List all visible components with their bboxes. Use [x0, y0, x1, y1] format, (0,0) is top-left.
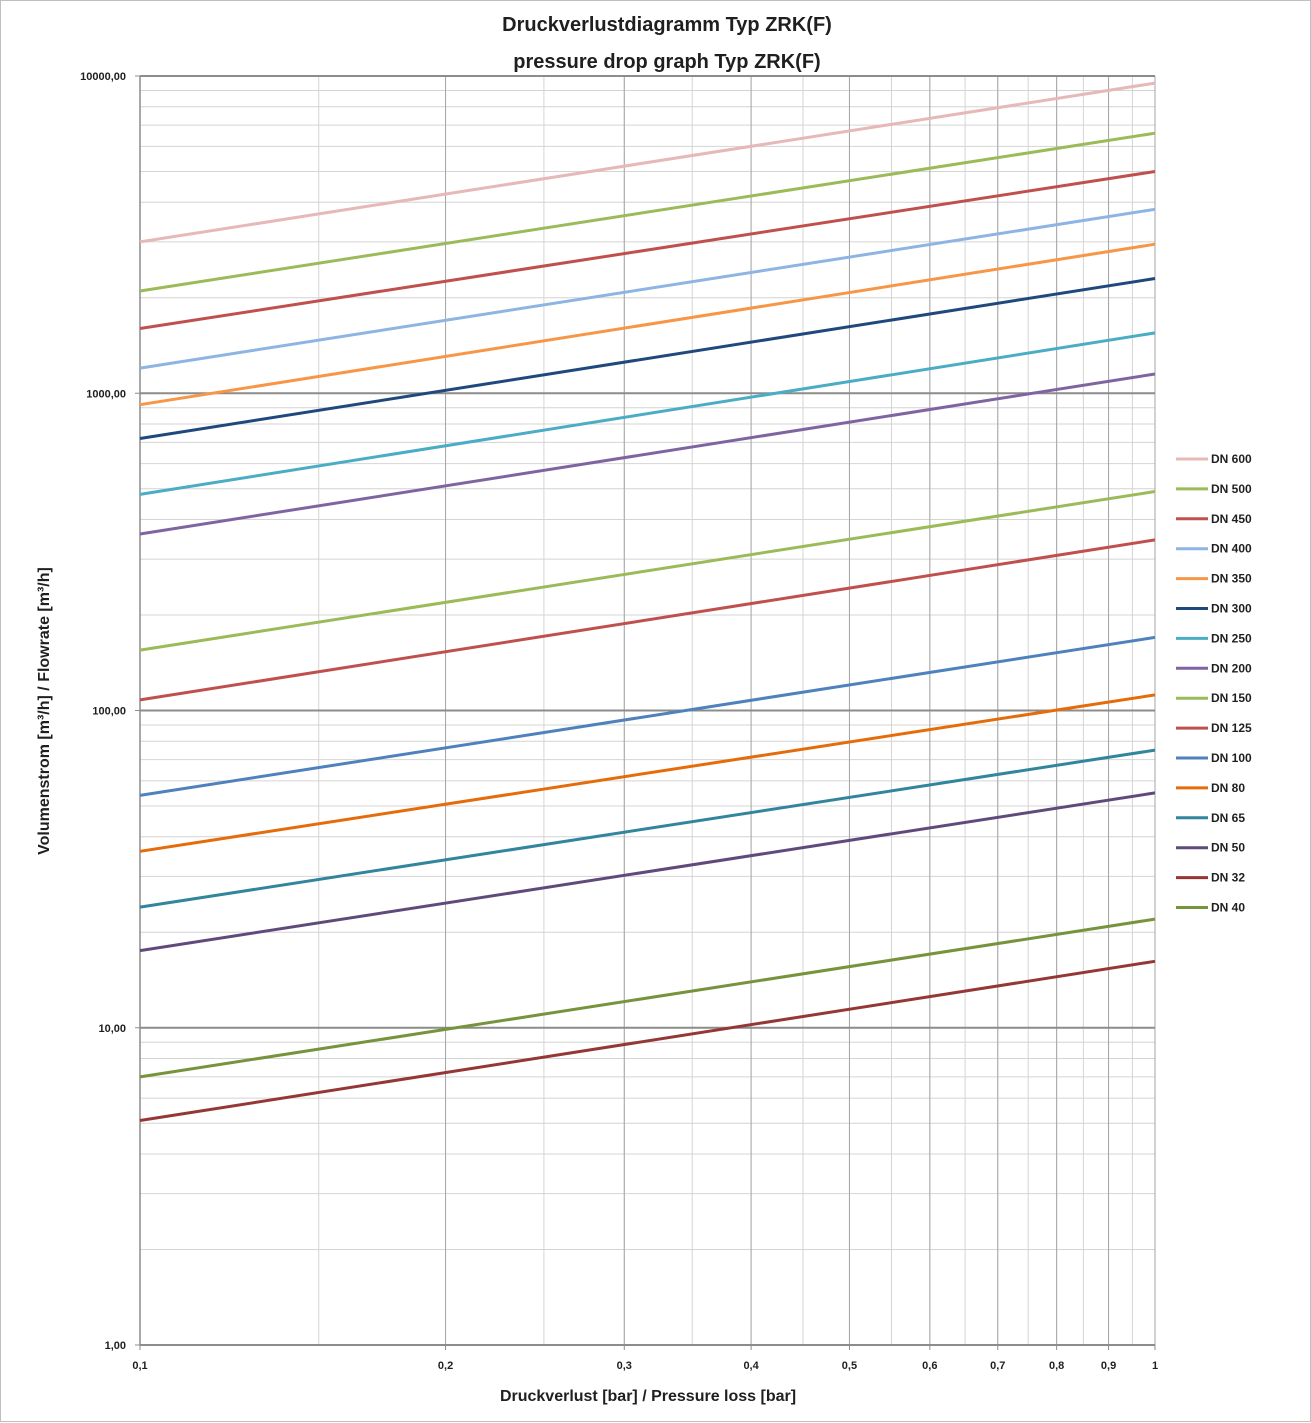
series-line-dn-400	[139, 207, 1156, 370]
series-line-dn-50	[139, 791, 1156, 953]
legend-label-dn-500: DN 500	[1211, 482, 1252, 496]
x-tick-label: 0,3	[617, 1360, 632, 1372]
legend-label-dn-600: DN 600	[1211, 452, 1252, 466]
y-tick-label: 10,00	[98, 1023, 126, 1035]
y-tick-label: 1000,00	[86, 388, 126, 400]
legend-label-dn-200: DN 200	[1211, 661, 1252, 675]
series-line-dn-125	[139, 538, 1156, 702]
series-line-dn-65	[139, 748, 1156, 909]
series-line-dn-32	[139, 959, 1156, 1122]
series-line-dn-40	[139, 917, 1156, 1079]
series-line-dn-200	[139, 372, 1156, 536]
x-axis-title: Druckverlust [bar] / Pressure loss [bar]	[500, 1388, 796, 1405]
legend-label-dn-100: DN 100	[1211, 751, 1252, 765]
legend-label-dn-80: DN 80	[1211, 781, 1245, 795]
legend: DN 600 DN 500 DN 450 DN 400 DN 350 DN 300 DN 2…	[1176, 452, 1252, 915]
legend-label-dn-32: DN 32	[1211, 871, 1245, 885]
y-axis-title: Volumenstrom [m³/h] / Flowrate [m³/h]	[36, 567, 53, 855]
legend-label-dn-50: DN 50	[1211, 841, 1245, 855]
legend-label-dn-300: DN 300	[1211, 602, 1252, 616]
grid	[139, 75, 1156, 1346]
series-line-dn-100	[139, 635, 1156, 797]
y-tick-label: 1,00	[105, 1340, 126, 1352]
y-tick-label: 100,00	[92, 706, 126, 718]
legend-label-dn-125: DN 125	[1211, 721, 1252, 735]
x-tick-label: 0,8	[1049, 1360, 1064, 1372]
chart-subtitle: pressure drop graph Typ ZRK(F)	[513, 51, 820, 73]
series-lines	[139, 81, 1156, 1122]
series-line-dn-500	[139, 131, 1156, 293]
legend-label-dn-250: DN 250	[1211, 631, 1252, 645]
x-axis-ticks: 0,1 0,2 0,3 0,4 0,5 0,6 0,7 0,8 0,9 1	[132, 1345, 1158, 1372]
y-tick-label: 10000,00	[80, 71, 126, 83]
x-tick-label: 0,7	[990, 1360, 1005, 1372]
series-line-dn-80	[139, 693, 1156, 853]
x-tick-label: 0,1	[132, 1360, 147, 1372]
series-line-dn-300	[139, 277, 1156, 440]
x-tick-label: 0,6	[922, 1360, 937, 1372]
legend-label-dn-40: DN 40	[1211, 901, 1245, 915]
legend-label-dn-350: DN 350	[1211, 572, 1252, 586]
legend-label-dn-65: DN 65	[1211, 811, 1245, 825]
x-tick-label: 0,5	[842, 1360, 857, 1372]
legend-label-dn-450: DN 450	[1211, 512, 1252, 526]
legend-label-dn-150: DN 150	[1211, 691, 1252, 705]
series-line-dn-350	[139, 242, 1156, 407]
chart-title: Druckverlustdiagramm Typ ZRK(F)	[502, 14, 832, 36]
x-tick-label: 0,9	[1101, 1360, 1116, 1372]
series-line-dn-150	[139, 490, 1156, 652]
legend-label-dn-400: DN 400	[1211, 542, 1252, 556]
y-axis-ticks: 1,00 10,00 100,00 1000,00 10000,00	[80, 71, 140, 1352]
series-line-dn-250	[139, 331, 1156, 496]
series-line-dn-600	[139, 81, 1156, 244]
x-tick-label: 0,2	[438, 1360, 453, 1372]
series-line-dn-450	[139, 170, 1156, 330]
x-tick-label: 0,4	[743, 1360, 759, 1372]
x-tick-label: 1	[1152, 1360, 1158, 1372]
